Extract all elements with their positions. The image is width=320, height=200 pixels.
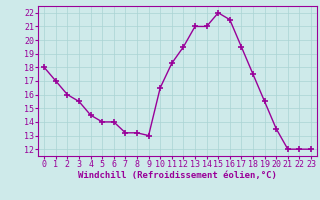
X-axis label: Windchill (Refroidissement éolien,°C): Windchill (Refroidissement éolien,°C) (78, 171, 277, 180)
